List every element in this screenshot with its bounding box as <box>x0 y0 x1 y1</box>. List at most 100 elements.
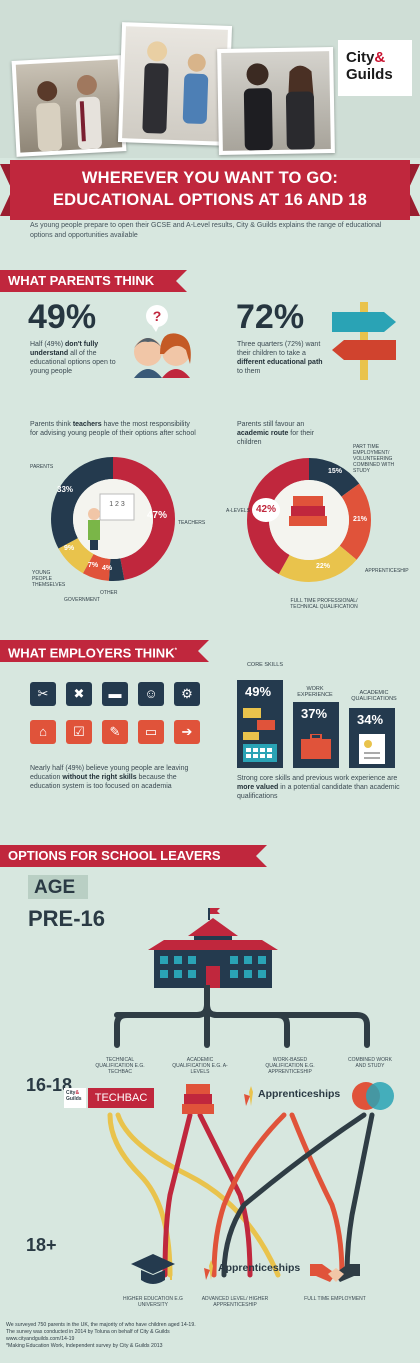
chef-hat-icon: ⌂ <box>30 720 56 744</box>
header-photo-area: City& Guilds <box>0 0 420 158</box>
route-technical-label: TECHNICAL QUALIFICATION E.G. TECHBAC <box>95 1057 145 1076</box>
banner-right-tail <box>408 164 420 216</box>
skill-panel-work: 37% <box>293 702 339 768</box>
stat-72-value: 72% <box>236 298 305 336</box>
runner-icon: ➔ <box>174 720 200 744</box>
section-heading-employers: WHAT EMPLOYERS THINK* <box>0 640 209 662</box>
donut-chart-responsibility: 1 2 3 <box>51 457 175 581</box>
donut2-slice-full-time <box>247 458 371 582</box>
donut1-parents-pct: 33% <box>57 485 74 494</box>
speech-and-calculator-icon <box>243 708 277 762</box>
apprenticeships-logo-mark <box>244 1086 253 1106</box>
pathway-diagram <box>107 985 375 1278</box>
outcome-employment-label: FULL TIME EMPLOYMENT <box>304 1296 366 1302</box>
students-illustration-2 <box>142 41 209 134</box>
donut2-alevels-pct: 42% <box>252 498 280 522</box>
donut2-alevels-label: A-LEVELS <box>226 508 250 514</box>
confused-parents-icon: ? <box>134 305 191 378</box>
donut2-full-time-pct: 22% <box>316 563 331 570</box>
scissors-icon: ✂ <box>30 682 56 706</box>
photo-students-middle <box>117 22 233 146</box>
donut2-apprenticeship-pct: 21% <box>353 516 368 523</box>
section-heading-parents: WHAT PARENTS THINK <box>0 270 187 292</box>
paintbrush-icon: ✎ <box>102 720 128 744</box>
techbac-logo: TECHBAC <box>88 1088 154 1108</box>
certificate-icon <box>359 734 385 764</box>
logo-line-2: Guilds <box>346 66 393 83</box>
donut-route-caption: Parents still favour an academic route f… <box>237 421 315 446</box>
skill-pct-academic: 34% <box>357 712 384 727</box>
apprenticeships-logo-text: Apprenticeships <box>258 1088 341 1100</box>
outcome-higher-education-label: HIGHER EDUCATION E.G UNIVERSITY <box>123 1296 183 1309</box>
signpost-icon <box>332 302 396 380</box>
school-building-icon <box>148 908 278 988</box>
students-illustration <box>36 75 102 152</box>
apprenticeships-logo-text-2: Apprenticeships <box>218 1262 301 1274</box>
outcome-advanced-label: ADVANCED LEVEL/ HIGHER APPRENTICESHIP <box>201 1296 269 1309</box>
donut1-other-pct: 4% <box>102 565 113 572</box>
donut1-young-label: YOUNG PEOPLE THEMSELVES <box>32 570 66 588</box>
donut1-parents-label: PARENTS <box>30 464 54 470</box>
footer-line-2: The survey was conducted in 2014 by Tolu… <box>6 1329 170 1335</box>
city-and-guilds-logo: City& Guilds <box>338 40 412 96</box>
apprenticeships-logo-mark-2 <box>204 1260 213 1280</box>
stat-49-text: Half (49%) don't fully understand all of… <box>30 341 116 375</box>
skill-panel-academic: 34% <box>349 708 395 768</box>
donut2-apprenticeship-label: APPRENTICESHIP <box>365 568 409 574</box>
computer-icon: ▭ <box>138 720 164 744</box>
age-16-18: 16-18 <box>26 1075 73 1095</box>
logo-line-1: City& <box>346 49 386 66</box>
route-academic-label: ACADEMIC QUALIFICATION E.G. A-LEVELS <box>172 1057 228 1076</box>
stat-49-value: 49% <box>28 298 97 336</box>
tractor-icon: ⚙ <box>174 682 200 706</box>
skill-pct-core: 49% <box>245 684 272 699</box>
donut1-slice-parents <box>51 457 175 581</box>
skill-label-core: CORE SKILLS <box>246 662 284 668</box>
footer-link[interactable]: www.cityandguilds.com/14-19 <box>6 1336 75 1342</box>
banner-left-tail <box>0 164 12 216</box>
donut1-other-label: OTHER <box>100 590 118 596</box>
route-work-based-label: WORK-BASED QUALIFICATION E.G. APPRENTICE… <box>265 1057 315 1076</box>
title-line-1: WHEREVER YOU WANT TO GO: <box>81 169 339 187</box>
title-line-2: EDUCATIONAL OPTIONS AT 16 AND 18 <box>52 191 368 209</box>
footer-line-4: *Making Education Work, Independent surv… <box>6 1343 163 1349</box>
donut-teachers-caption: Parents think teachers have the most res… <box>30 421 196 437</box>
skills-valued-text: Strong core skills and previous work exp… <box>237 775 400 800</box>
donut2-slice-apprenticeship <box>247 458 371 582</box>
age-pre16: PRE-16 <box>28 906 106 931</box>
donut1-teachers-label: TEACHERS <box>178 520 206 526</box>
handshake-icon <box>310 1264 360 1282</box>
age-label: AGE <box>34 877 76 898</box>
truck-icon: ▬ <box>102 682 128 706</box>
stat-72-text: Three quarters (72%) want their children… <box>237 341 323 375</box>
baby-icon: ☺ <box>138 682 164 706</box>
donut1-young-pct: 9% <box>64 545 75 552</box>
combined-circles-icon <box>352 1082 394 1110</box>
donut1-gov-pct: 7% <box>88 562 99 569</box>
photo-students-right <box>217 46 335 156</box>
route-combined-label: COMBINED WORK AND STUDY <box>348 1057 392 1070</box>
books-icon <box>182 1084 214 1114</box>
donut2-full-time-label: FULL TIME PROFESSIONAL/ TECHNICAL QUALIF… <box>290 598 358 610</box>
donut1-slice-other <box>51 457 175 581</box>
svg-text:?: ? <box>153 308 162 324</box>
briefcase-icon <box>301 734 331 759</box>
checklist-icon: ☑ <box>66 720 92 744</box>
skill-pct-work: 37% <box>301 706 328 721</box>
donut1-gov-label: GOVERNMENT <box>64 597 100 603</box>
employers-skills-text: Nearly half (49%) believe young people a… <box>30 765 189 790</box>
graduation-cap-icon <box>131 1254 175 1284</box>
donut2-part-time-pct: 15% <box>328 468 343 475</box>
photo-students-left <box>11 55 127 157</box>
title-banner: WHEREVER YOU WANT TO GO: EDUCATIONAL OPT… <box>10 160 410 220</box>
donut1-teachers-pct: 47% <box>147 510 168 521</box>
techbac-logo-mark: City& Guilds <box>64 1088 86 1108</box>
age-label-bg <box>28 875 88 899</box>
skill-label-academic: ACADEMIC QUALIFICATIONS <box>351 690 397 702</box>
age-18-plus: 18+ <box>26 1235 57 1255</box>
svg-text:1 2 3: 1 2 3 <box>109 501 125 508</box>
donut2-part-time-label: PART TIME EMPLOYMENT/ VOLUNTEERING COMBI… <box>353 444 395 474</box>
intro-text: As young people prepare to open their GC… <box>30 222 382 239</box>
skill-panel-core: 49% <box>237 680 283 768</box>
